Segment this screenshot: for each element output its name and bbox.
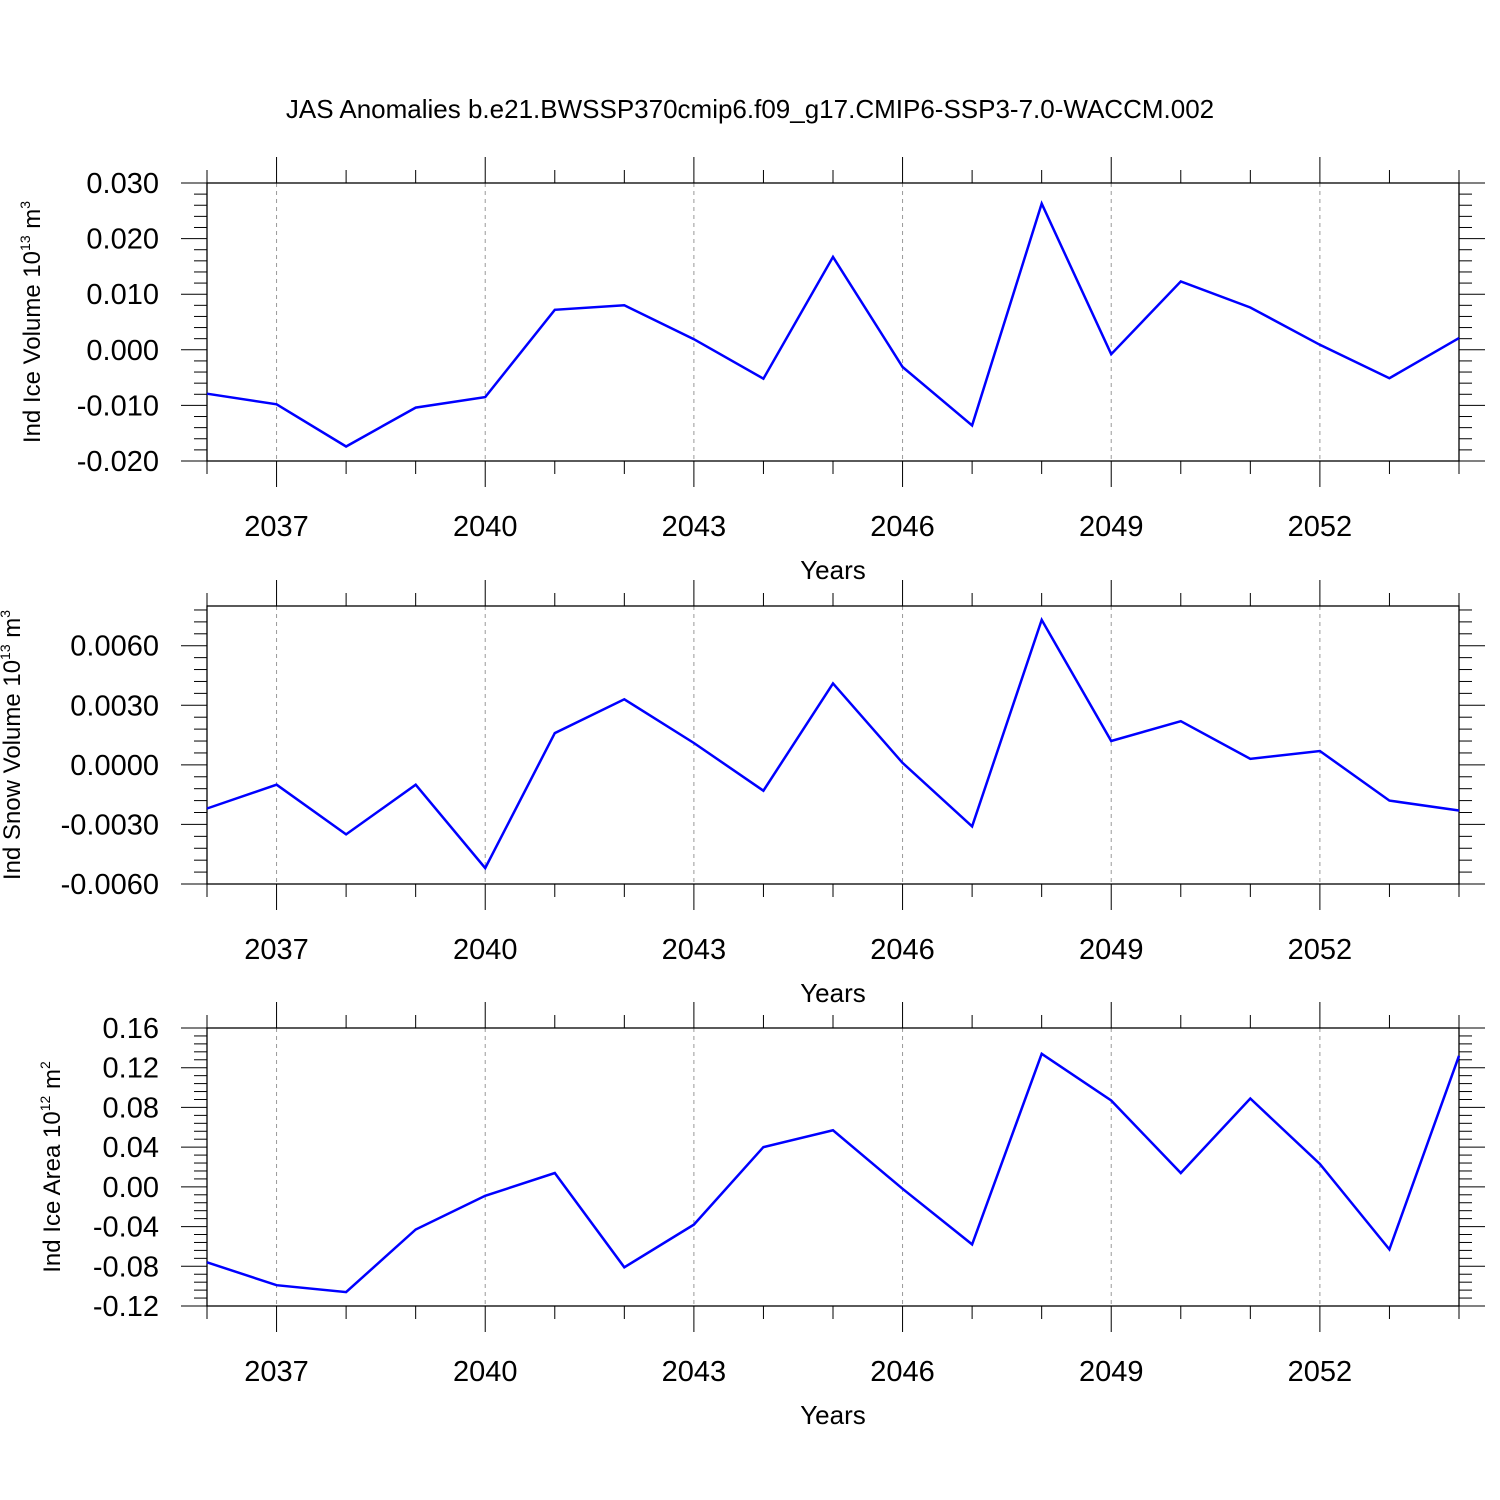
panel-3-xtick-label: 2052 <box>1288 1356 1353 1388</box>
panel-2-y-axis-label-unit: m <box>0 618 26 645</box>
figure-title: JAS Anomalies b.e21.BWSSP370cmip6.f09_g1… <box>286 94 1214 124</box>
panel-1-ytick-label: 0.010 <box>86 279 159 311</box>
panel-2-frame <box>206 605 1460 885</box>
panel-3-y-axis-label-main: Ind Ice Area 10 <box>39 1111 66 1272</box>
panel-2-series-line <box>206 616 1460 871</box>
panel-1-frame <box>206 182 1460 462</box>
panel-1-x-axis-label: Years <box>800 555 866 585</box>
panel-3-ytick-label: 0.16 <box>103 1013 159 1045</box>
panel-2-y-axis-label: Ind Snow Volume 1013 m3 <box>0 610 26 880</box>
panel-2-ytick-label: -0.0060 <box>61 869 159 901</box>
panel-1-xtick-label: 2052 <box>1288 511 1353 543</box>
panel-1-y-axis-label: Ind Ice Volume 1013 m3 <box>17 201 46 443</box>
panel-3-y-axis-label-unit-exp: 2 <box>37 1061 53 1069</box>
panel-1-y-axis-label-unit: m <box>19 209 46 236</box>
panel-1-ytick-label: -0.010 <box>77 390 159 422</box>
panel-1-xtick-label: 2046 <box>870 511 935 543</box>
panel-2-xtick-label: 2040 <box>453 934 518 966</box>
panel-2-x-axis-label: Years <box>800 978 866 1008</box>
panel-3-ytick-label: -0.04 <box>93 1212 159 1244</box>
panel-3-ytick-label: 0.08 <box>103 1092 159 1124</box>
panel-3: -0.12 -0.08 -0.04 0.00 0.04 0.08 0.12 0.16 2037 2… <box>37 1002 1485 1430</box>
panel-3-xtick-label: 2043 <box>662 1356 727 1388</box>
panel-2-ytick-label: -0.0030 <box>61 809 159 841</box>
panel-2-ytick-label: 0.0030 <box>70 690 159 722</box>
panel-3-x-axis-label: Years <box>800 1400 866 1430</box>
panel-1-y-axis-label-main: Ind Ice Volume 10 <box>19 251 46 443</box>
panel-3-y-axis-label-unit: m <box>39 1069 66 1096</box>
panel-1-ytick-label: 0.030 <box>86 168 159 200</box>
panel-2-y-axis-label-unit-exp: 3 <box>0 610 13 618</box>
panel-3-ytick-label: 0.12 <box>103 1053 159 1085</box>
panel-3-frame <box>206 1027 1460 1307</box>
panel-2-y-axis-label-exp: 13 <box>0 644 13 660</box>
panel-2-xtick-label: 2037 <box>244 934 309 966</box>
panel-1-ytick-label: 0.000 <box>86 335 159 367</box>
panel-3-y-axis-label: Ind Ice Area 1012 m2 <box>37 1061 66 1273</box>
panel-3-series-line <box>206 1051 1461 1294</box>
panel-1-xtick-label: 2040 <box>453 511 518 543</box>
panel-2-y-axis-label-main: Ind Snow Volume 10 <box>0 660 26 880</box>
panel-3-ytick-label: 0.04 <box>103 1132 159 1164</box>
panel-2-xtick-label: 2043 <box>662 934 727 966</box>
panel-1: -0.020 -0.010 0.000 0.010 0.020 0.030 2037 2040… <box>17 157 1485 585</box>
panel-1-xtick-label: 2037 <box>244 511 309 543</box>
panel-3-ytick-label: -0.12 <box>93 1291 159 1323</box>
panel-3-xtick-label: 2046 <box>870 1356 935 1388</box>
panel-1-xtick-label: 2043 <box>662 511 727 543</box>
panel-2-xtick-label: 2049 <box>1079 934 1144 966</box>
panel-1-ytick-label: 0.020 <box>86 224 159 256</box>
panel-3-xtick-label: 2037 <box>244 1356 309 1388</box>
panel-3-xtick-label: 2049 <box>1079 1356 1144 1388</box>
panel-2-xtick-label: 2046 <box>870 934 935 966</box>
panel-2-xtick-label: 2052 <box>1288 934 1353 966</box>
panel-3-xtick-label: 2040 <box>453 1356 518 1388</box>
panel-1-y-axis-label-unit-exp: 3 <box>17 201 33 209</box>
panel-2: -0.0060 -0.0030 0.0000 0.0030 0.0060 2037 2040… <box>0 580 1485 1008</box>
panel-1-xtick-label: 2049 <box>1079 511 1144 543</box>
panel-1-series-line <box>206 200 1460 448</box>
panel-1-y-axis-label-exp: 13 <box>17 235 33 251</box>
panel-2-ytick-label: 0.0060 <box>70 631 159 663</box>
panel-3-y-axis-label-exp: 12 <box>37 1096 53 1112</box>
chart-panels: -0.020 -0.010 0.000 0.010 0.020 0.030 2037 2040… <box>0 157 1485 1430</box>
panel-3-ytick-label: -0.08 <box>93 1251 159 1283</box>
panel-2-ytick-label: 0.0000 <box>70 750 159 782</box>
panel-3-ytick-label: 0.00 <box>103 1172 159 1204</box>
panel-1-ytick-label: -0.020 <box>77 446 159 478</box>
